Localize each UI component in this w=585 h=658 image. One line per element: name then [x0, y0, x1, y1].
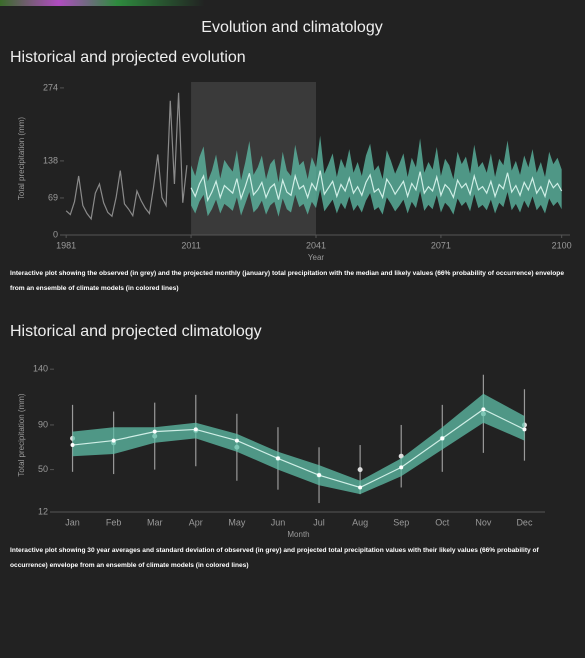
chart-caption: Interactive plot showing the observed (i… [10, 270, 564, 292]
median-point [275, 456, 280, 461]
x-tick-label: Dec [516, 517, 533, 527]
x-tick-label: 1981 [56, 240, 76, 250]
x-tick-label: 2071 [431, 240, 451, 250]
median-point [234, 438, 239, 443]
x-tick-label: Jul [313, 517, 325, 527]
header-image [0, 0, 585, 6]
median-point [152, 429, 157, 434]
median-point [317, 473, 322, 478]
median-point [481, 407, 486, 412]
x-tick-label: 2100 [552, 240, 572, 250]
observed-point [357, 467, 363, 473]
x-tick-label: Feb [106, 517, 122, 527]
x-tick-label: Sep [393, 517, 409, 527]
x-tick-label: Nov [475, 517, 492, 527]
x-tick-label: 2011 [181, 240, 200, 250]
median-point [193, 427, 198, 432]
y-tick-label: 140 [33, 364, 48, 374]
median-point [70, 443, 75, 448]
observed-point [398, 453, 404, 459]
median-point [111, 438, 116, 443]
y-tick-label: 138 [43, 155, 58, 165]
x-tick-label: Jun [271, 517, 286, 527]
median-point [358, 485, 363, 490]
x-tick-label: 2041 [306, 240, 326, 250]
y-axis-title: Total precipitation (mm) [17, 117, 26, 200]
median-line [72, 408, 525, 489]
likely-envelope [72, 393, 525, 495]
observed-line [65, 92, 188, 221]
x-tick-label: Jan [65, 517, 80, 527]
chart-title: Historical and projected evolution [10, 49, 246, 66]
y-tick-label: 50 [38, 464, 48, 474]
median-line [190, 170, 563, 202]
x-tick-label: Oct [435, 517, 450, 527]
chart-title: Historical and projected climatology [10, 323, 262, 340]
x-tick-label: May [228, 517, 246, 527]
median-point [399, 465, 404, 470]
y-tick-label: 12 [38, 506, 48, 516]
x-tick-label: Mar [147, 517, 163, 527]
chart-caption: Interactive plot showing 30 year average… [10, 547, 539, 569]
x-tick-label: Apr [189, 517, 203, 527]
x-axis-title: Month [287, 530, 309, 539]
page-title: Evolution and climatology [201, 19, 382, 36]
y-tick-label: 0 [53, 229, 58, 239]
y-tick-label: 69 [48, 192, 58, 202]
likely-envelope [191, 135, 562, 217]
y-axis-title: Total precipitation (mm) [17, 393, 26, 476]
median-point [522, 427, 527, 432]
x-axis-title: Year [308, 253, 325, 262]
x-tick-label: Aug [352, 517, 368, 527]
median-point [440, 436, 445, 441]
y-tick-label: 274 [43, 82, 58, 92]
y-tick-label: 90 [38, 419, 48, 429]
